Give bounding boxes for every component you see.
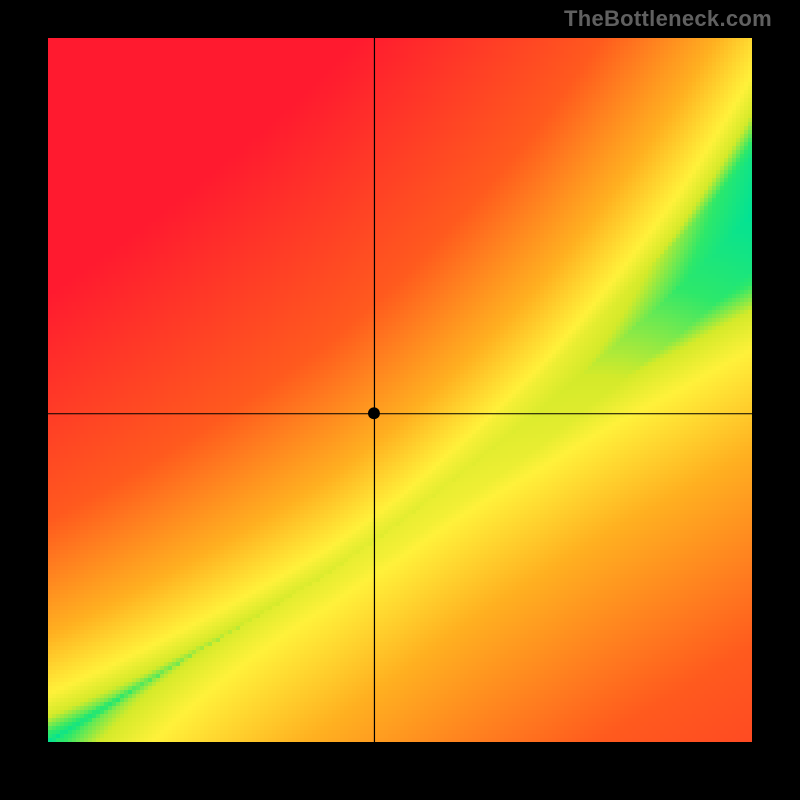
- attribution-label: TheBottleneck.com: [564, 6, 772, 32]
- heatmap-canvas: [48, 38, 752, 742]
- figure-container: TheBottleneck.com: [0, 0, 800, 800]
